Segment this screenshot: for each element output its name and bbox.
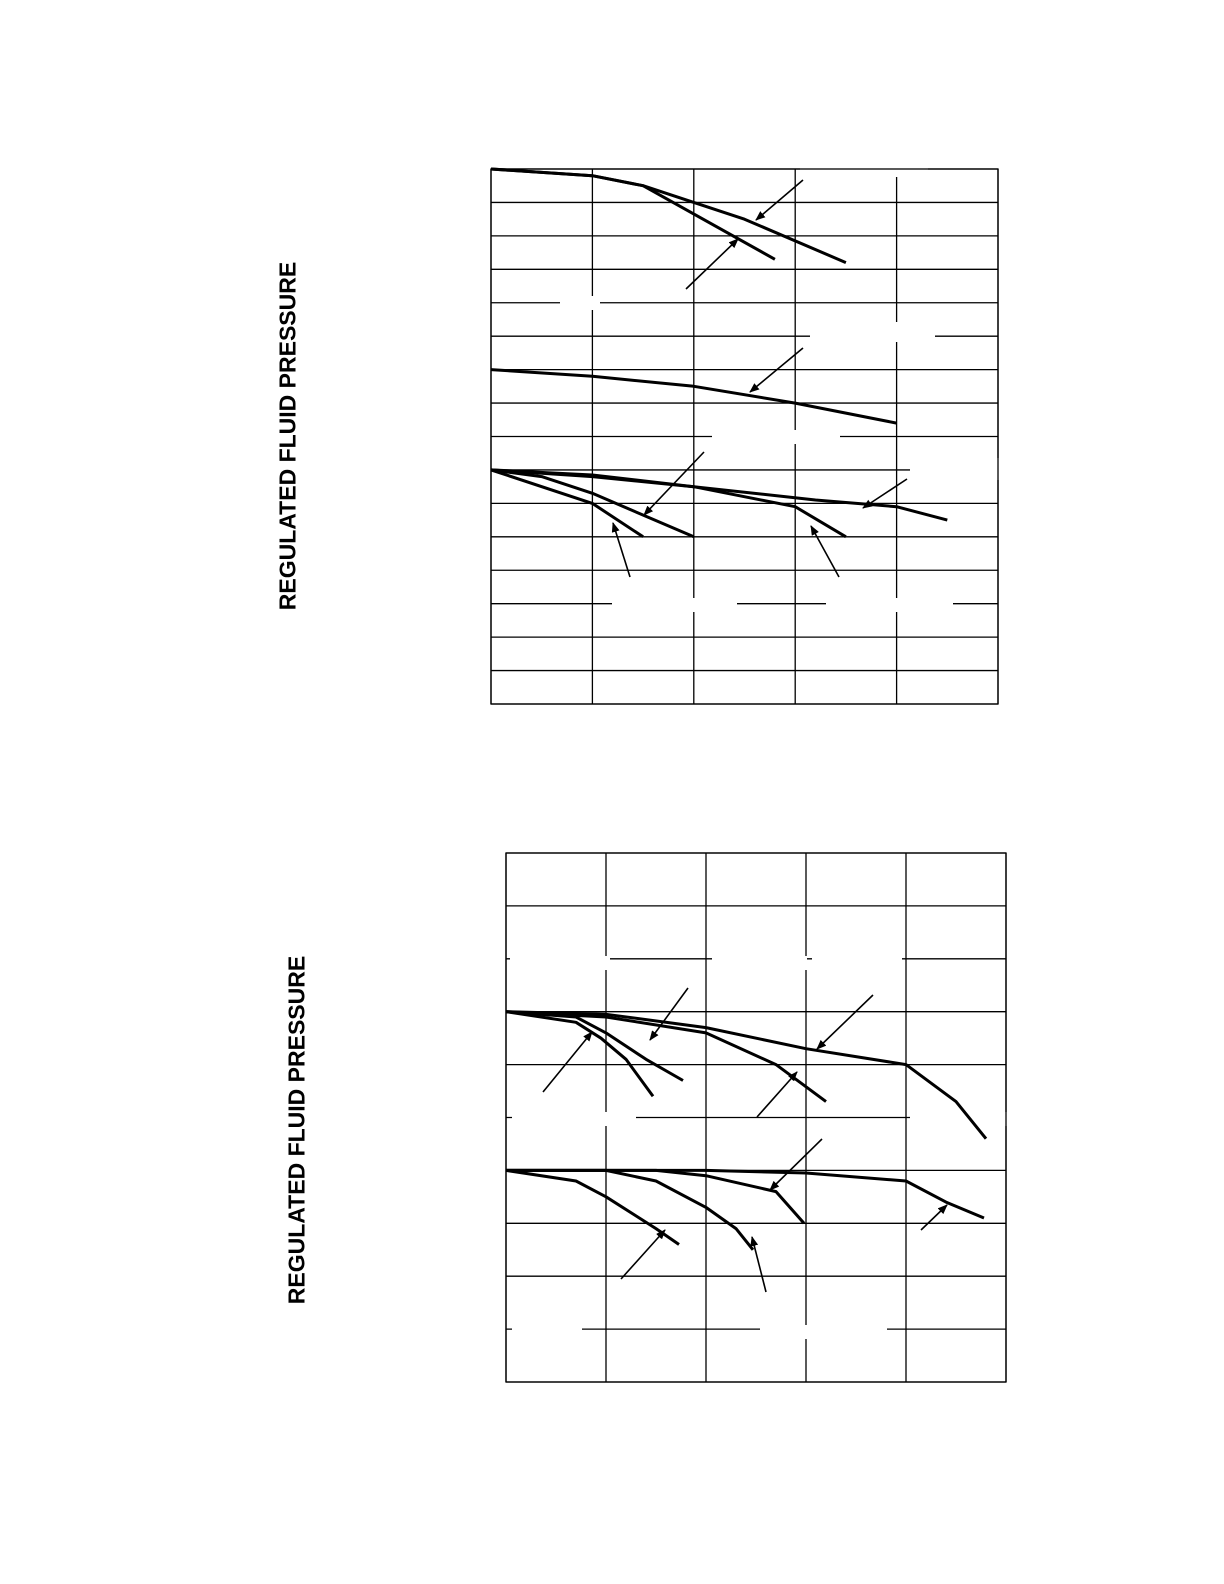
chart1-series-3-line bbox=[490, 368, 897, 425]
chart1-grid-gap bbox=[712, 430, 840, 444]
chart1-grid-gap bbox=[600, 612, 680, 624]
chart1-series-5-line bbox=[490, 468, 847, 539]
chart2-callout-arrow bbox=[769, 1138, 823, 1191]
chart1-grid-gap bbox=[826, 598, 953, 612]
chart2-callout-arrow bbox=[920, 1204, 948, 1231]
chart1-callout-arrow bbox=[749, 347, 804, 393]
chart1-grid-gap bbox=[810, 322, 935, 342]
chart1-callout-arrow bbox=[643, 451, 705, 516]
chart2-grid-gap bbox=[610, 1124, 700, 1140]
chart1-grid-gap bbox=[910, 458, 1000, 480]
chart2-grid-gap bbox=[512, 1325, 582, 1339]
chart1-grid-gap bbox=[560, 296, 600, 310]
chart1-series-7-line bbox=[490, 468, 644, 539]
chart2-callout-arrow bbox=[756, 1071, 798, 1118]
chart1-series-4-line bbox=[490, 468, 948, 522]
chart2-frame bbox=[505, 852, 1007, 1383]
chart1-callout-arrow bbox=[685, 238, 739, 290]
chart1-frame bbox=[490, 168, 999, 705]
chart2-series-3-line bbox=[505, 1010, 684, 1082]
chart2-callout-arrow bbox=[816, 994, 874, 1050]
chart2-grid-gap bbox=[812, 956, 902, 970]
chart1-series-6-line bbox=[490, 468, 695, 539]
chart2-grid-gap bbox=[760, 1325, 887, 1339]
chart1-callout-arrow bbox=[810, 525, 840, 578]
chart1-series-1-line bbox=[490, 167, 847, 264]
chart2-series-4-line bbox=[505, 1010, 655, 1098]
chart2-grid-gap bbox=[510, 956, 610, 970]
chart2-grid-gap bbox=[910, 1112, 1010, 1126]
chart2-series-5-line bbox=[506, 1168, 985, 1220]
chart1-callout-arrow bbox=[862, 478, 908, 509]
chart1-callout-arrow bbox=[755, 179, 804, 221]
chart1-grid-gap bbox=[800, 163, 928, 177]
chart1-series-2-line bbox=[490, 167, 776, 261]
chart1-callout-arrow bbox=[611, 522, 631, 578]
chart2-grid-gap bbox=[712, 956, 807, 970]
chart2-callout-arrow bbox=[620, 1229, 666, 1280]
chart2-callout-arrow bbox=[750, 1236, 767, 1293]
chart2-series-2-line bbox=[505, 1010, 827, 1103]
chart1-grid-gap bbox=[810, 612, 890, 624]
chart2-series-1-line bbox=[505, 1010, 988, 1140]
chart2-callout-arrow bbox=[649, 987, 689, 1041]
chart2-series-7-line bbox=[506, 1168, 755, 1251]
chart1-grid-gap bbox=[612, 598, 737, 612]
chart2-callout-arrow bbox=[542, 1031, 593, 1093]
chart2-grid-gap bbox=[512, 1112, 636, 1126]
